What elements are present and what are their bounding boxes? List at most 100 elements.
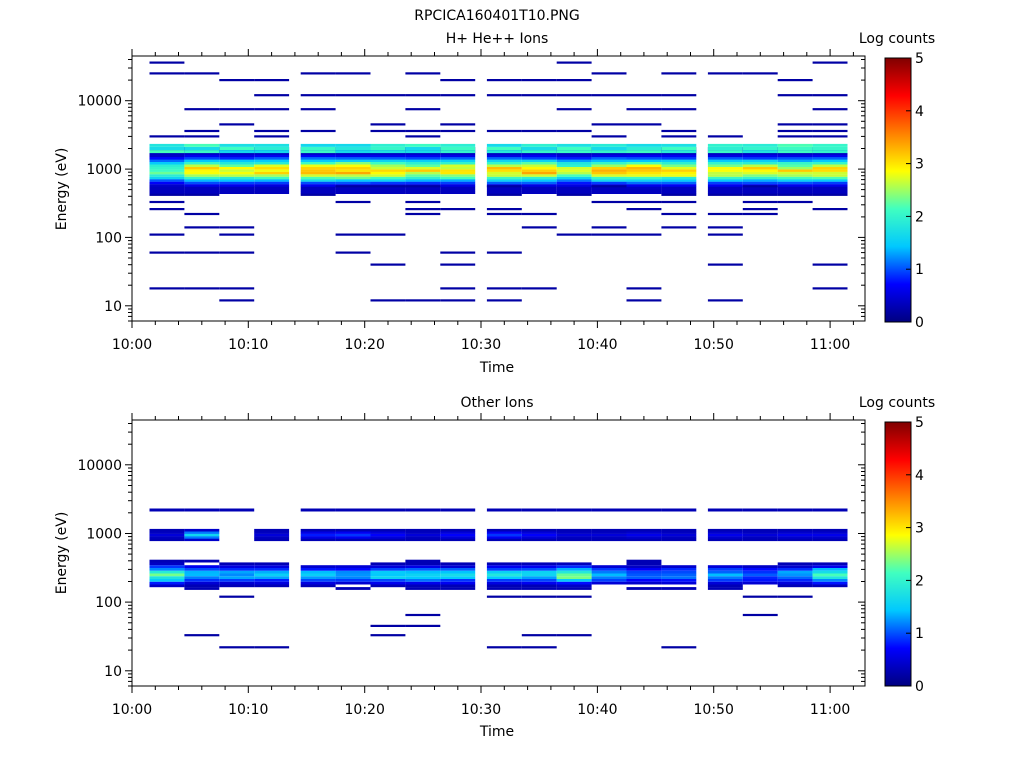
heatmap-cell — [335, 174, 371, 177]
heatmap-cell — [661, 570, 697, 574]
heatmap-cell — [742, 72, 778, 75]
heatmap-cell — [219, 251, 255, 254]
heatmap-cell — [521, 143, 557, 147]
heatmap-cell — [254, 189, 290, 192]
heatmap-cell — [184, 191, 220, 194]
heatmap-cell — [370, 299, 406, 302]
heatmap-cell — [661, 166, 697, 170]
heatmap-cell — [405, 531, 441, 534]
heatmap-cell — [405, 159, 441, 162]
heatmap-cell — [300, 94, 336, 97]
heatmap-cell — [300, 161, 336, 165]
heatmap-cell — [521, 587, 557, 590]
heatmap-cell — [812, 191, 848, 194]
heatmap-cell — [812, 193, 848, 196]
heatmap-cell — [370, 570, 406, 574]
heatmap-cell — [149, 508, 185, 512]
heatmap-cell — [661, 150, 697, 154]
heatmap-cell — [742, 212, 778, 216]
heatmap-cell — [486, 208, 522, 211]
heatmap-cell — [707, 578, 743, 582]
heatmap-cell — [626, 186, 662, 190]
heatmap-cell — [300, 578, 336, 582]
heatmap-cell — [591, 147, 627, 150]
heatmap-cell — [777, 176, 813, 180]
heatmap-cell — [626, 152, 662, 155]
heatmap-cell — [661, 176, 697, 180]
heatmap-cell — [521, 129, 557, 133]
heatmap-cell — [812, 179, 848, 182]
heatmap-cell — [184, 508, 220, 512]
heatmap-cell — [405, 174, 441, 177]
heatmap-cell — [254, 576, 290, 579]
heatmap-cell — [405, 181, 441, 185]
heatmap-cell — [440, 161, 476, 165]
heatmap-cell — [626, 166, 662, 170]
x-axis: 10:00 10:10 10:20 10:30 10:40 10:50 11:00 — [112, 49, 854, 353]
heatmap-cell — [742, 567, 778, 571]
heatmap-cell — [370, 176, 406, 180]
x-axis: 10:00 10:10 10:20 10:30 10:40 10:50 11:00 — [112, 413, 854, 718]
heatmap-cell — [661, 94, 697, 97]
heatmap-cell — [812, 189, 848, 192]
heatmap-cell — [661, 576, 697, 579]
heatmap-cell — [777, 536, 813, 539]
heatmap-cell — [440, 143, 476, 147]
heatmap-cell — [149, 200, 185, 204]
heatmap-cell — [777, 189, 813, 192]
heatmap-cell — [521, 147, 557, 150]
heatmap-cell — [219, 578, 255, 582]
heatmap-cell — [742, 531, 778, 534]
heatmap-cell — [521, 189, 557, 192]
heatmap-cell — [184, 166, 220, 170]
heatmap-cell — [184, 176, 220, 180]
heatmap-cell — [521, 181, 557, 185]
heatmap-cell — [661, 646, 697, 649]
heatmap-cell — [591, 171, 627, 175]
heatmap-cell — [777, 576, 813, 579]
colorbar-gradient — [884, 421, 912, 687]
heatmap-cell — [254, 581, 290, 585]
heatmap-cell — [556, 193, 592, 196]
panel-title: Other Ions — [460, 395, 533, 411]
heatmap-cell — [486, 181, 522, 185]
heatmap-cell — [219, 179, 255, 182]
heatmap-cell — [742, 508, 778, 512]
heatmap-cell — [405, 152, 441, 155]
heatmap-cell — [149, 581, 185, 585]
heatmap-cell — [742, 595, 778, 598]
heatmap-cell — [335, 536, 371, 539]
heatmap-cell — [405, 185, 441, 188]
heatmap-cell — [556, 179, 592, 182]
heatmap-cell — [184, 143, 220, 147]
heatmap-cell — [370, 181, 406, 185]
heatmap-cell — [405, 169, 441, 172]
heatmap-cell — [812, 154, 848, 158]
heatmap-cell — [335, 251, 371, 254]
heatmap-cell — [661, 143, 697, 147]
heatmap-cell — [219, 143, 255, 147]
heatmap-cell — [254, 562, 290, 566]
heatmap-cell — [556, 565, 592, 568]
heatmap-cell — [591, 94, 627, 97]
heatmap-cell — [405, 533, 441, 537]
heatmap-cell — [149, 186, 185, 190]
heatmap-cell — [707, 171, 743, 175]
heatmap-cell — [440, 123, 476, 126]
heatmap-cell — [521, 212, 557, 216]
heatmap-cell — [405, 154, 441, 158]
heatmap-cell — [777, 186, 813, 190]
heatmap-cell — [440, 150, 476, 154]
heatmap-cell — [626, 191, 662, 194]
heatmap-cell — [521, 562, 557, 566]
heatmap-cell — [149, 528, 185, 532]
heatmap-cell — [661, 169, 697, 172]
heatmap-cell — [556, 94, 592, 97]
heatmap-cell — [486, 174, 522, 177]
heatmap-cell — [742, 573, 778, 577]
heatmap-cell — [707, 576, 743, 579]
heatmap-cell — [521, 79, 557, 82]
heatmap-cell — [440, 531, 476, 534]
heatmap-cell — [370, 152, 406, 155]
